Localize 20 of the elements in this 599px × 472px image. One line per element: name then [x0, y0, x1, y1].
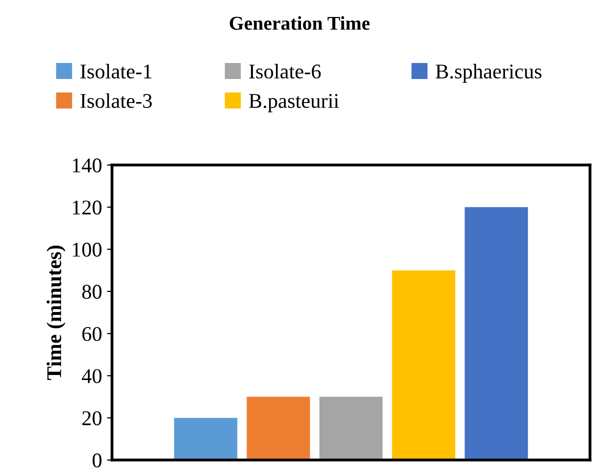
y-tick-label: 40: [82, 369, 102, 384]
legend-label: B.sphaericus: [436, 64, 542, 83]
legend-label: Isolate-1: [80, 64, 152, 79]
bar: [392, 270, 456, 460]
legend-label: Isolate-6: [249, 64, 321, 79]
y-tick-label: 100: [72, 242, 102, 257]
y-axis-title: Time (minutes): [46, 246, 66, 380]
legend-label: Isolate-3: [80, 93, 152, 108]
bar: [464, 207, 528, 460]
bar: [246, 396, 310, 460]
legend-label: B.pasteurii: [249, 94, 339, 112]
y-tick-label: 80: [82, 284, 102, 299]
chart-title: Generation Time: [230, 16, 370, 30]
y-tick-label: 60: [82, 326, 102, 342]
y-tick-label: 20: [82, 411, 102, 426]
bar: [174, 418, 238, 460]
y-tick-label: 0: [92, 453, 102, 468]
bar: [319, 396, 383, 460]
y-tick-label: 120: [72, 200, 102, 215]
y-tick-label: 140: [72, 158, 102, 172]
